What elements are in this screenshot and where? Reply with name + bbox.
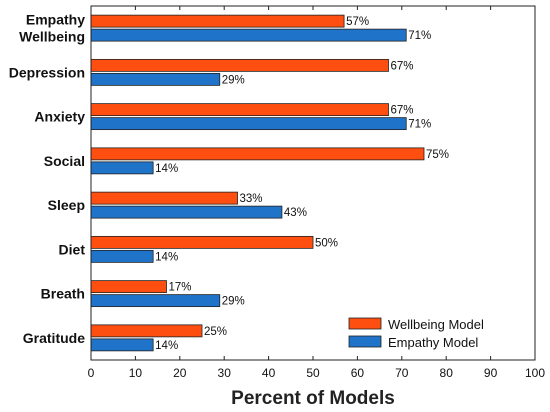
- data-label-empathy-model-sleep: 43%: [284, 207, 307, 219]
- plot-frame: [90, 5, 536, 361]
- category-label-breath: Breath: [41, 286, 85, 302]
- x-tick-label-100: 100: [525, 366, 545, 380]
- x-tick-label-40: 40: [262, 366, 276, 380]
- category-label-anxiety: Anxiety: [34, 109, 85, 125]
- legend: Wellbeing Model Empathy Model: [341, 310, 508, 354]
- data-label-empathy-model-empathy-wellbeing: 71%: [408, 30, 431, 42]
- legend-swatch-empathy: [348, 335, 382, 348]
- x-axis-ticks: 0 10 20 30 40 50 60 70 80 90 100: [88, 6, 545, 380]
- category-label-gratitude: Gratitude: [23, 330, 85, 346]
- bar-wellbeing-model-empathy-wellbeing: [90, 14, 345, 28]
- bar-empathy-model-sleep: [90, 205, 283, 219]
- bar-wellbeing-model-gratitude: [90, 324, 203, 338]
- bar-empathy-model-breath: [90, 294, 221, 308]
- category-label-social: Social: [44, 153, 85, 169]
- data-label-wellbeing-model-breath: 17%: [168, 282, 191, 294]
- x-tick-label-10: 10: [129, 366, 143, 380]
- data-label-wellbeing-model-gratitude: 25%: [204, 326, 227, 338]
- data-label-wellbeing-model-diet: 50%: [315, 237, 338, 249]
- category-label-wellbeing: Wellbeing: [19, 29, 85, 45]
- data-label-wellbeing-model-social: 75%: [426, 149, 449, 161]
- x-tick-label-20: 20: [173, 366, 187, 380]
- x-tick-label-30: 30: [218, 366, 232, 380]
- bars-layer: 57% 71% 67% 29% 67% 71% 75% 14% 33% 43% 50% 14% 17% 2…: [90, 14, 449, 352]
- bar-empathy-model-depression: [90, 72, 221, 86]
- bar-empathy-model-anxiety: [90, 117, 407, 131]
- data-label-empathy-model-depression: 29%: [222, 74, 245, 86]
- bar-wellbeing-model-social: [90, 147, 425, 161]
- legend-swatch-wellbeing: [348, 317, 382, 330]
- data-label-wellbeing-model-anxiety: 67%: [390, 105, 413, 117]
- x-tick-label-90: 90: [484, 366, 498, 380]
- category-label-diet: Diet: [59, 241, 86, 257]
- category-label-depression: Depression: [9, 64, 85, 80]
- bar-wellbeing-model-anxiety: [90, 103, 389, 117]
- x-tick-label-80: 80: [440, 366, 454, 380]
- data-label-empathy-model-anxiety: 71%: [408, 119, 431, 131]
- bar-empathy-model-social: [90, 161, 154, 175]
- x-tick-label-60: 60: [351, 366, 365, 380]
- category-label-sleep: Sleep: [48, 197, 85, 213]
- bar-wellbeing-model-breath: [90, 280, 167, 294]
- legend-label-empathy: Empathy Model: [388, 335, 478, 350]
- data-label-empathy-model-diet: 14%: [155, 251, 178, 263]
- x-tick-label-70: 70: [395, 366, 409, 380]
- bar-empathy-model-gratitude: [90, 338, 154, 352]
- bar-wellbeing-model-diet: [90, 235, 314, 249]
- bar-wellbeing-model-depression: [90, 58, 389, 72]
- data-label-empathy-model-gratitude: 14%: [155, 340, 178, 352]
- bar-empathy-model-empathy-wellbeing: [90, 28, 407, 42]
- legend-label-wellbeing: Wellbeing Model: [388, 317, 484, 332]
- bar-wellbeing-model-sleep: [90, 191, 238, 205]
- data-label-empathy-model-social: 14%: [155, 163, 178, 175]
- data-label-wellbeing-model-empathy-wellbeing: 57%: [346, 16, 369, 28]
- x-tick-label-0: 0: [88, 366, 95, 380]
- x-axis-title: Percent of Models: [231, 388, 395, 409]
- data-label-wellbeing-model-sleep: 33%: [240, 193, 263, 205]
- data-label-wellbeing-model-depression: 67%: [390, 60, 413, 72]
- data-label-empathy-model-breath: 29%: [222, 296, 245, 308]
- x-tick-label-50: 50: [306, 366, 320, 380]
- bar-empathy-model-diet: [90, 249, 154, 263]
- category-label-empathy: Empathy: [26, 12, 85, 28]
